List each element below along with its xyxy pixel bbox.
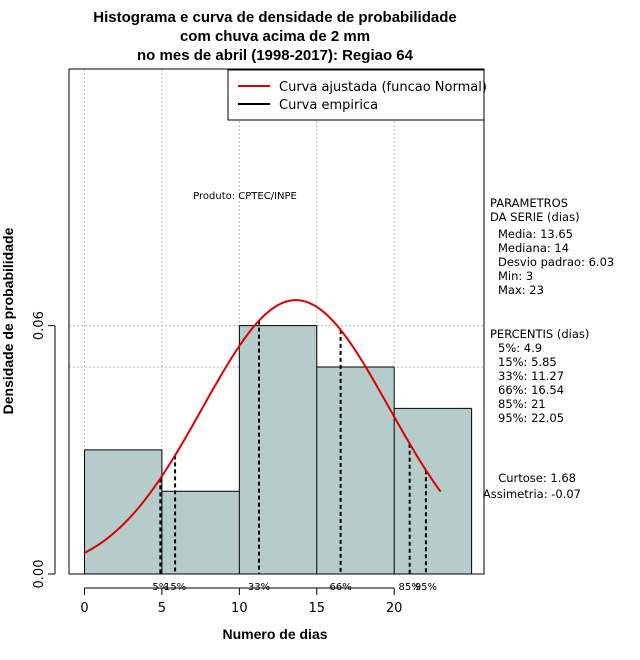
stat-curtose: Curtose: 1.68 xyxy=(498,471,576,485)
x-tick-label-5: 5 xyxy=(158,601,166,616)
percentis-panel: PERCENTIS (dias) 5%: 4.9 15%: 5.85 33%: … xyxy=(490,327,589,425)
percentile-lines xyxy=(159,320,427,574)
normal-curve xyxy=(84,299,442,554)
percentil-15: 15%: 5.85 xyxy=(498,355,557,369)
percentil-66: 66%: 16.54 xyxy=(498,383,564,397)
percentil-5: 5%: 4.9 xyxy=(498,341,542,355)
histogram-bar-5 xyxy=(394,408,472,574)
param-desvio: Desvio padrao: 6.03 xyxy=(498,255,614,269)
percentile-label-5: 5% xyxy=(152,582,168,593)
parameters-panel: PARAMETROS DA SERIE (dias) Media: 13.65 … xyxy=(490,196,614,297)
x-tick-label-0: 0 xyxy=(80,601,88,616)
param-min: Min: 3 xyxy=(498,269,533,283)
legend-box xyxy=(227,69,485,121)
plot-frame xyxy=(68,68,485,575)
histogram-bar-1 xyxy=(84,449,162,574)
percentile-label-95: 95% xyxy=(415,582,437,593)
parameters-heading-2: DA SERIE (dias) xyxy=(490,210,580,224)
stat-assimetria: Assimetria: -0.07 xyxy=(483,487,581,501)
shape-stats-panel: Curtose: 1.68 Assimetria: -0.07 xyxy=(483,471,581,501)
normal-curve-path xyxy=(84,299,442,554)
histogram-bar-3 xyxy=(239,325,317,574)
param-max: Max: 23 xyxy=(498,283,544,297)
percentile-labels: 5%15% 33% 66% 85%95% xyxy=(152,582,437,593)
y-tick-label-0: 0.00 xyxy=(32,560,47,589)
percentile-label-15: 15% xyxy=(164,582,186,593)
y-tick-label-1: 0.06 xyxy=(32,311,47,340)
x-tick-label-10: 10 xyxy=(231,601,248,616)
product-annotation: Produto: CPTEC/INPE xyxy=(193,191,297,202)
chart-title: Histograma e curva de densidade de proba… xyxy=(93,9,456,64)
x-axis-label: Numero de dias xyxy=(222,626,327,642)
y-axis-label: Densidade de probabilidade xyxy=(0,227,16,414)
percentile-label-66: 66% xyxy=(329,582,351,593)
param-media: Media: 13.65 xyxy=(498,227,573,241)
title-line-3: no mes de abril (1998-2017): Regiao 64 xyxy=(137,47,414,64)
histogram-bar-4 xyxy=(316,367,395,574)
legend: Curva ajustada (funcao Normal) Curva emp… xyxy=(227,69,487,121)
percentil-85: 85%: 21 xyxy=(498,397,546,411)
x-tick-label-20: 20 xyxy=(386,601,403,616)
legend-label-fitted: Curva ajustada (funcao Normal) xyxy=(279,80,487,95)
parameters-heading-1: PARAMETROS xyxy=(490,196,568,210)
percentil-33: 33%: 11.27 xyxy=(498,369,564,383)
percentis-heading: PERCENTIS (dias) xyxy=(490,327,589,341)
percentil-95: 95%: 22.05 xyxy=(498,411,564,425)
histogram-bar-2 xyxy=(161,491,240,574)
axes: 0 5 10 15 20 0.00 0.06 xyxy=(32,311,402,616)
percentile-label-33: 33% xyxy=(248,582,270,593)
param-mediana: Mediana: 14 xyxy=(498,241,569,255)
x-tick-label-15: 15 xyxy=(308,601,325,616)
legend-label-empirical: Curva empirica xyxy=(279,98,378,113)
title-line-2: com chuva acima de 2 mm xyxy=(180,28,370,45)
percentile-label-85: 85% xyxy=(399,582,421,593)
title-line-1: Histograma e curva de densidade de proba… xyxy=(93,9,456,26)
